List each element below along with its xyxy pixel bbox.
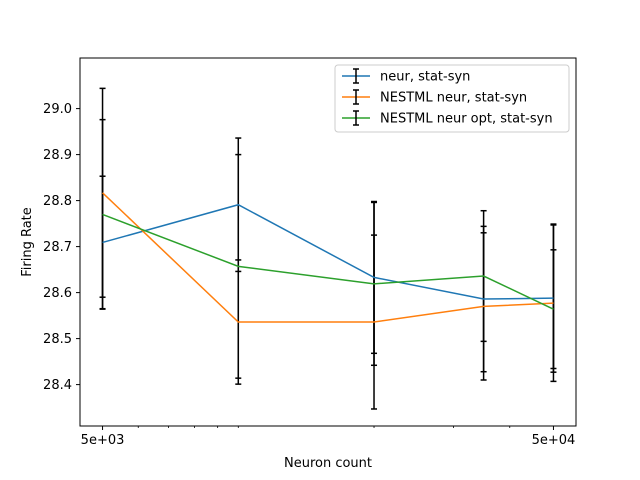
legend-label: neur, stat-syn <box>380 70 470 85</box>
x-axis: 5e+03 5e+04 <box>81 426 576 448</box>
legend-label: NESTML neur opt, stat-syn <box>380 112 553 127</box>
legend-item: neur, stat-syn <box>342 68 470 85</box>
x-tick-label: 5e+04 <box>532 433 576 448</box>
legend: neur, stat-syn NESTML neur, stat-syn NESTM… <box>334 64 570 133</box>
y-tick-label: 28.7 <box>43 240 72 255</box>
series-line <box>102 213 554 310</box>
y-tick-label: 28.8 <box>43 194 72 209</box>
x-tick-label: 5e+03 <box>81 433 125 448</box>
y-axis-label: Firing Rate <box>20 207 35 277</box>
axes-frame <box>79 57 577 427</box>
legend-item: NESTML neur, stat-syn <box>342 89 527 106</box>
legend-item: NESTML neur opt, stat-syn <box>342 110 553 127</box>
y-tick-label: 28.9 <box>43 148 72 163</box>
y-tick-label: 29.0 <box>43 102 72 117</box>
series-line <box>102 192 554 323</box>
x-axis-label: Neuron count <box>284 456 372 471</box>
y-tick-label: 28.5 <box>43 332 72 347</box>
y-tick-label: 28.4 <box>43 378 72 393</box>
series-lines <box>102 192 554 323</box>
y-axis: 28.4 28.5 28.6 28.7 28.8 28.9 29.0 <box>43 102 80 393</box>
series-line <box>102 203 554 300</box>
legend-box <box>334 64 570 133</box>
legend-label: NESTML neur, stat-syn <box>380 91 527 106</box>
y-tick-label: 28.6 <box>43 286 72 301</box>
